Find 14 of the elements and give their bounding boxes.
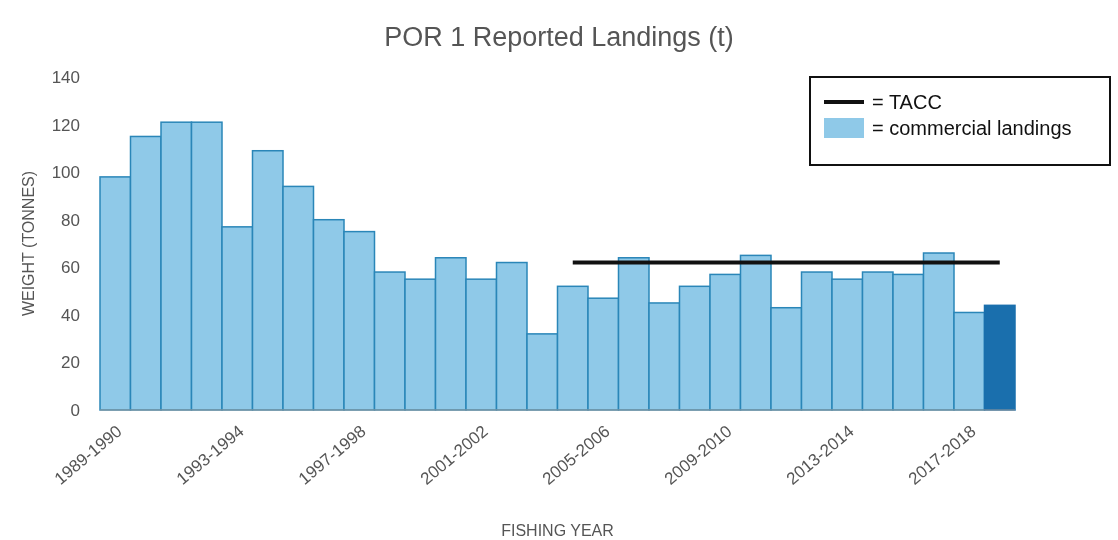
y-axis-title: WEIGHT (TONNES) xyxy=(20,170,37,317)
y-tick-label: 140 xyxy=(51,67,80,87)
y-tick-label: 80 xyxy=(61,210,80,230)
bar xyxy=(983,304,1016,411)
y-tick-label: 120 xyxy=(51,115,80,135)
y-tick-label: 0 xyxy=(70,400,80,420)
x-axis-title: FISHING YEAR xyxy=(501,522,614,539)
y-tick-label: 60 xyxy=(61,258,80,278)
y-tick-label: 20 xyxy=(61,353,80,373)
legend-label: = commercial landings xyxy=(872,117,1072,139)
y-tick-label: 100 xyxy=(51,163,80,183)
legend-label: = TACC xyxy=(872,91,942,113)
y-tick-label: 40 xyxy=(61,305,80,325)
chart-title: POR 1 Reported Landings (t) xyxy=(384,22,734,52)
